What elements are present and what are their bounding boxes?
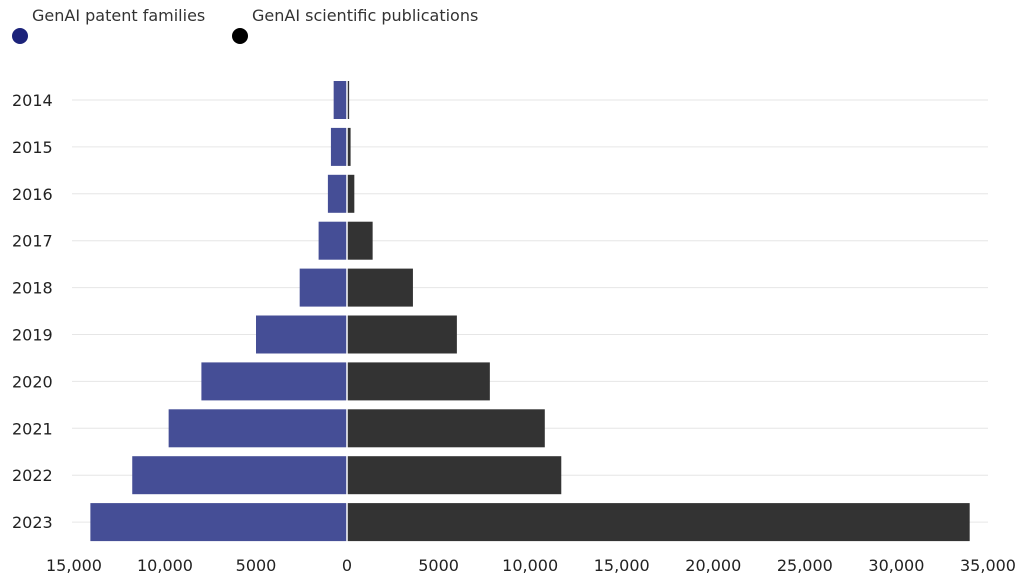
publication-bar [347,174,355,213]
publication-bar [347,81,350,119]
x-tick-label: 15,000 [46,556,102,575]
patent-bar [330,127,347,166]
x-tick-label: 15,000 [594,556,650,575]
publication-bar [347,268,413,307]
patent-bar [132,456,347,495]
patent-bar [318,221,347,260]
publication-bar [347,315,457,354]
patent-bar [299,268,347,307]
publication-bar [347,127,351,166]
patent-bar [168,409,347,448]
patent-bar [201,362,347,401]
x-tick-label: 10,000 [502,556,558,575]
y-tick-label: 2021 [12,419,53,438]
publication-bar [347,362,490,401]
patent-bar [333,81,347,119]
y-tick-label: 2018 [12,279,53,298]
x-tick-label: 25,000 [777,556,833,575]
y-tick-label: 2019 [12,326,53,345]
legend: GenAI patent families GenAI scientific p… [10,6,610,46]
patent-bar [256,315,347,354]
publication-bar [347,456,562,495]
y-tick-label: 2023 [12,513,53,532]
x-tick-label: 0 [342,556,352,575]
x-tick-label: 5000 [418,556,459,575]
x-tick-label: 20,000 [685,556,741,575]
y-tick-label: 2014 [12,91,53,110]
y-tick-label: 2022 [12,466,53,485]
publication-bar [347,503,970,542]
y-tick-label: 2017 [12,232,53,251]
y-tick-label: 2015 [12,138,53,157]
x-tick-label: 35,000 [960,556,1016,575]
y-tick-label: 2020 [12,372,53,391]
publications-legend-dot [232,28,248,44]
publication-bar [347,409,545,448]
y-tick-label: 2016 [12,185,53,204]
publications-legend-label: GenAI scientific publications [252,6,479,25]
x-tick-label: 5000 [236,556,277,575]
publication-bar [347,221,373,260]
x-tick-label: 10,000 [137,556,193,575]
patents-legend-dot [12,28,28,44]
x-tick-label: 30,000 [868,556,924,575]
patents-legend-label: GenAI patent families [32,6,206,25]
patent-bar [327,174,347,213]
patent-bar [90,503,347,542]
